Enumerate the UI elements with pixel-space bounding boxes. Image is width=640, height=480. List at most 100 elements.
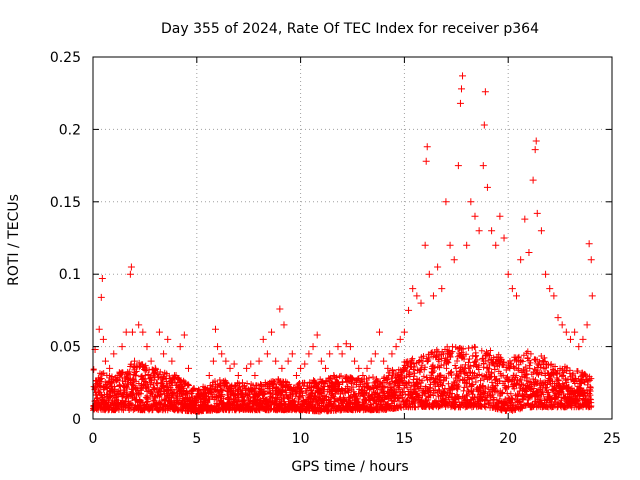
data-point [513,292,521,300]
data-point [425,270,433,278]
data-point [554,314,562,322]
y-axis-label: ROTI / TECUs [6,194,22,286]
data-point [118,343,126,351]
data-point [184,364,192,372]
data-point [106,364,114,372]
data-point [421,241,429,249]
data-point [205,372,213,380]
data-point [297,364,305,372]
data-point [301,360,309,368]
data-point [263,350,271,358]
data-point [438,285,446,293]
data-point [338,350,346,358]
data-point [529,176,537,184]
data-point [471,212,479,220]
data-point [488,227,496,235]
data-point [131,357,139,365]
axes: 0 5 10 15 20 25 0 0.05 0.1 0.15 0.2 0.25 [50,50,621,447]
data-point [566,335,574,343]
data-point [305,350,313,358]
data-point [429,292,437,300]
grid [93,57,612,419]
data-point [214,343,222,351]
data-point [234,372,242,380]
data-point [280,321,288,329]
data-point [135,321,143,329]
x-tick-label: 15 [395,431,413,447]
data-point [459,72,467,80]
data-point [532,137,540,145]
y-tick-label: 0.25 [50,50,81,66]
data-point [99,335,107,343]
data-point [583,321,591,329]
data-point [588,292,596,300]
data-point [251,372,259,380]
data-point [147,357,155,365]
data-point [193,393,201,401]
data-point [211,325,219,333]
data-point [346,343,354,351]
data-point [278,364,286,372]
data-point [521,215,529,223]
data-point [585,240,593,248]
data-point [575,343,583,351]
chart-title: Day 355 of 2024, Rate Of TEC Index for r… [161,21,539,37]
x-tick-label: 20 [499,431,517,447]
data-point [442,198,450,206]
x-axis-label: GPS time / hours [291,459,408,475]
data-point [392,343,400,351]
data-point [375,328,383,336]
data-point [255,357,263,365]
data-point [98,275,106,283]
data-point [483,183,491,191]
data-point [481,88,489,96]
data-point [268,328,276,336]
data-point [97,293,105,301]
data-point [222,357,230,365]
data-point [272,357,280,365]
data-point [259,335,267,343]
data-point [562,328,570,336]
x-tick-label: 25 [603,431,621,447]
data-point [457,85,465,93]
data-point [479,162,487,170]
data-point [405,306,413,314]
data-point [413,292,421,300]
data-point [322,364,330,372]
data-point [164,335,172,343]
data-point [326,350,334,358]
x-tick-label: 5 [192,431,201,447]
data-point [400,328,408,336]
data-point [309,343,317,351]
data-point [558,321,566,329]
data-point [525,248,533,256]
data-point [409,285,417,293]
data-point [508,285,516,293]
data-point [230,360,238,368]
data-point [247,360,255,368]
y-tick-label: 0.15 [50,195,81,211]
data-point [127,263,135,271]
data-point [587,256,595,264]
data-point [467,198,475,206]
data-point [446,241,454,249]
data-point [160,350,168,358]
data-point [500,234,508,242]
y-tick-label: 0.1 [59,267,81,283]
data-point [226,364,234,372]
y-tick-label: 0.2 [59,122,81,138]
data-point [571,328,579,336]
data-point [363,364,371,372]
data-point [218,350,226,358]
data-point [550,292,558,300]
data-point [292,372,300,380]
data-point [317,357,325,365]
data-point [504,270,512,278]
data-point [388,350,396,358]
data-point [380,357,388,365]
data-point [288,350,296,358]
data-point [334,343,342,351]
data-point [180,331,188,339]
data-point [367,357,375,365]
